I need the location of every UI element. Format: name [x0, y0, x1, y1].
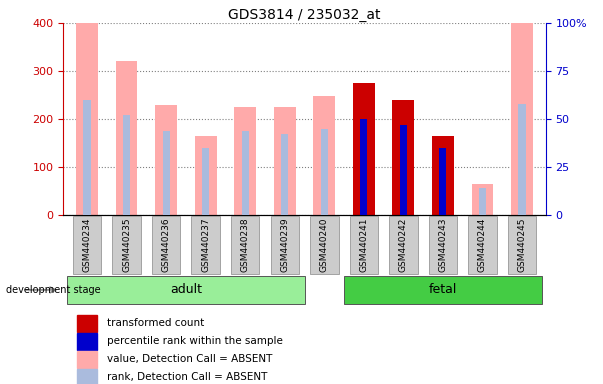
- Text: GSM440236: GSM440236: [162, 217, 171, 272]
- Bar: [321, 129, 328, 215]
- Bar: [77, 369, 97, 384]
- Bar: [77, 351, 97, 367]
- Bar: [274, 107, 295, 215]
- Text: GSM440244: GSM440244: [478, 218, 487, 272]
- Bar: [235, 107, 256, 215]
- FancyBboxPatch shape: [508, 216, 536, 274]
- Title: GDS3814 / 235032_at: GDS3814 / 235032_at: [229, 8, 380, 22]
- Bar: [472, 184, 493, 215]
- Bar: [77, 333, 97, 349]
- Text: development stage: development stage: [6, 285, 101, 295]
- FancyBboxPatch shape: [429, 216, 457, 274]
- FancyBboxPatch shape: [73, 216, 101, 274]
- Bar: [83, 100, 90, 215]
- FancyBboxPatch shape: [468, 216, 497, 274]
- Text: GSM440245: GSM440245: [517, 218, 526, 272]
- Bar: [76, 23, 98, 215]
- Text: GSM440240: GSM440240: [320, 218, 329, 272]
- FancyBboxPatch shape: [112, 216, 141, 274]
- FancyBboxPatch shape: [152, 216, 180, 274]
- Bar: [202, 148, 209, 215]
- Bar: [393, 100, 414, 215]
- Text: GSM440237: GSM440237: [201, 217, 210, 272]
- Bar: [511, 23, 533, 215]
- Text: GSM440234: GSM440234: [83, 218, 92, 272]
- Bar: [479, 188, 486, 215]
- Text: value, Detection Call = ABSENT: value, Detection Call = ABSENT: [107, 354, 273, 364]
- FancyBboxPatch shape: [191, 216, 220, 274]
- FancyBboxPatch shape: [271, 216, 299, 274]
- Bar: [77, 315, 97, 332]
- Text: adult: adult: [170, 283, 202, 296]
- Bar: [360, 119, 367, 215]
- Bar: [155, 104, 177, 215]
- Bar: [353, 83, 374, 215]
- Text: GSM440241: GSM440241: [359, 218, 368, 272]
- Bar: [195, 136, 216, 215]
- FancyBboxPatch shape: [231, 216, 259, 274]
- Bar: [400, 125, 407, 215]
- Text: GSM440242: GSM440242: [399, 218, 408, 272]
- FancyBboxPatch shape: [350, 216, 378, 274]
- Bar: [281, 134, 288, 215]
- FancyBboxPatch shape: [344, 276, 541, 304]
- FancyBboxPatch shape: [389, 216, 418, 274]
- Bar: [440, 148, 446, 215]
- Text: GSM440239: GSM440239: [280, 217, 289, 272]
- Bar: [163, 131, 169, 215]
- Bar: [432, 136, 454, 215]
- Text: rank, Detection Call = ABSENT: rank, Detection Call = ABSENT: [107, 371, 268, 382]
- Bar: [123, 115, 130, 215]
- FancyBboxPatch shape: [68, 276, 305, 304]
- Bar: [116, 61, 137, 215]
- Text: transformed count: transformed count: [107, 318, 204, 328]
- Text: GSM440235: GSM440235: [122, 217, 131, 272]
- Bar: [242, 131, 249, 215]
- Text: GSM440238: GSM440238: [241, 217, 250, 272]
- Text: fetal: fetal: [429, 283, 457, 296]
- Text: GSM440243: GSM440243: [438, 218, 447, 272]
- Text: percentile rank within the sample: percentile rank within the sample: [107, 336, 283, 346]
- FancyBboxPatch shape: [310, 216, 338, 274]
- Bar: [314, 96, 335, 215]
- Bar: [519, 104, 526, 215]
